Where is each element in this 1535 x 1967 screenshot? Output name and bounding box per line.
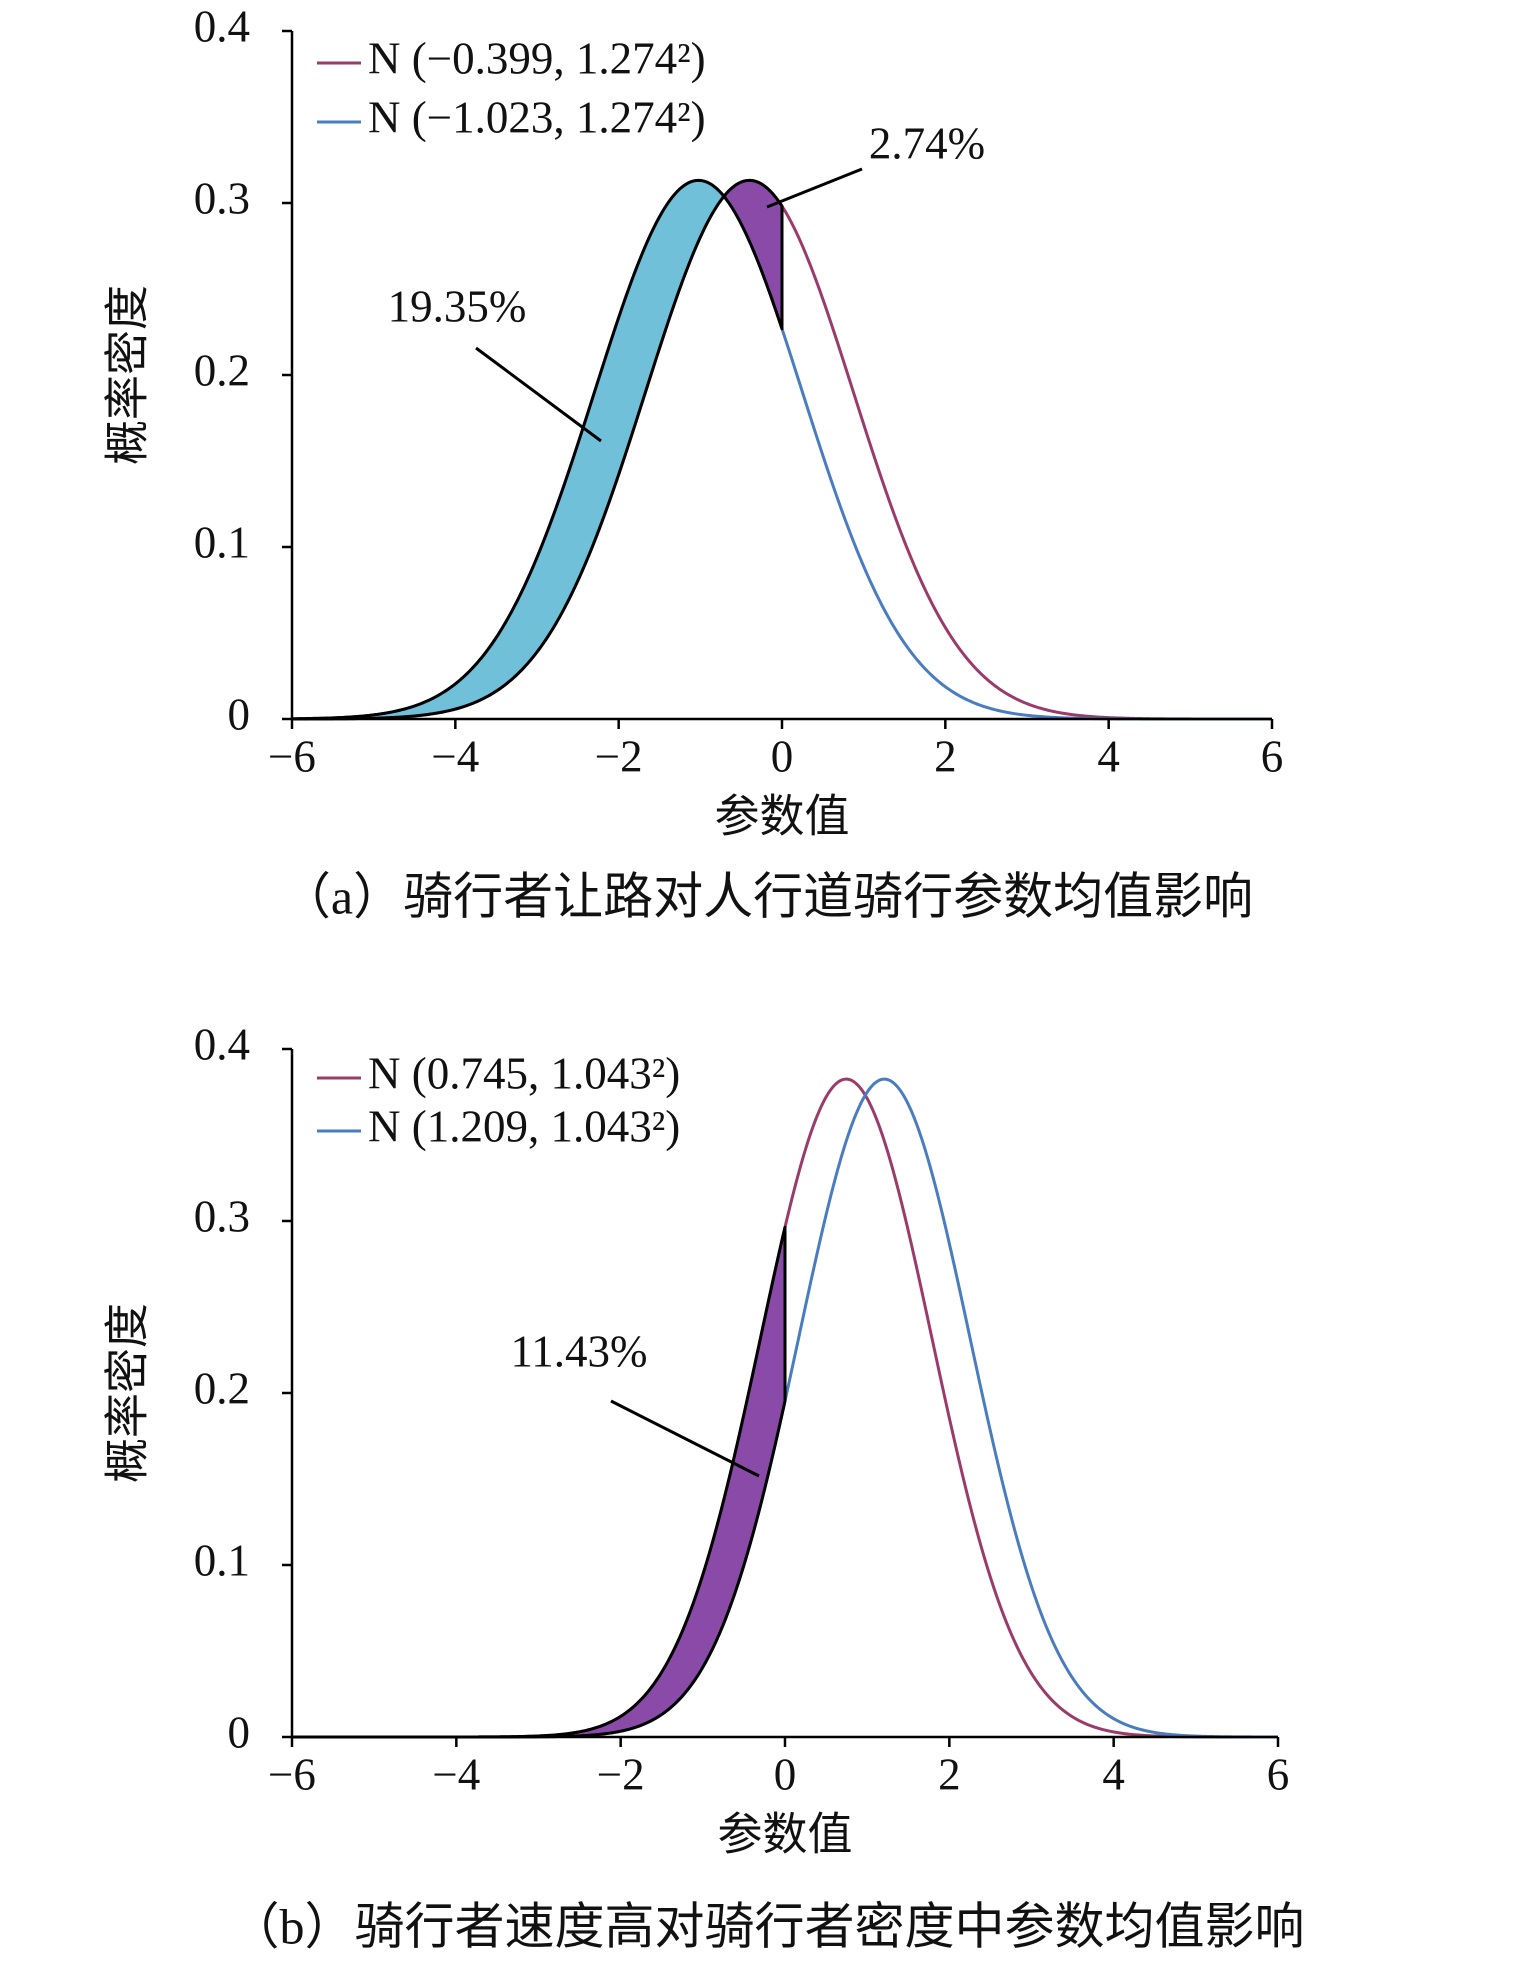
annotation-pointer [475,346,602,443]
legend-label: N (−1.023, 1.274²) [368,92,706,142]
y-tick-label: 0.1 [194,1535,250,1585]
annotation: 19.35% [388,281,527,331]
shaded-area [290,178,725,721]
y-tick-label: 0.2 [194,1363,250,1413]
x-tick-label: −2 [597,1749,645,1799]
density-curve [292,1077,1278,1739]
annotation-pointer [766,167,863,209]
y-tick-label: 0.4 [194,1019,250,1069]
panel: −6 −4 −2 0 2 4 6 0 0.1 0.2 0.3 0.4 参数值 概率密度 （b）骑行者速度高对… [102,1019,1304,1954]
y-tick-label: 0.3 [194,173,250,223]
x-tick-label: 6 [1261,731,1284,781]
y-tick-label: 0.2 [194,345,250,395]
x-tick-label: 0 [774,1749,797,1799]
x-tick-label: −6 [268,731,316,781]
x-tick-label: 4 [1102,1749,1125,1799]
caption: （b）骑行者速度高对骑行者密度中参数均值影响 [230,1898,1305,1954]
y-tick-label: 0 [228,1707,251,1757]
caption: （a）骑行者让路对人行道骑行参数均值影响 [281,868,1253,924]
x-axis-label: 参数值 [714,791,849,841]
x-tick-label: 0 [771,731,794,781]
legend-label: N (1.209, 1.043²) [368,1101,680,1151]
annotation: 2.74% [869,118,985,168]
y-axis-label: 概率密度 [102,1303,152,1483]
panel: −6 −4 −2 0 2 4 6 0 0.1 0.2 0.3 0.4 参数值 概率密度 （a）骑行者让路对人… [102,1,1283,924]
x-tick-label: −4 [432,1749,480,1799]
density-curve [292,1077,1278,1739]
x-tick-label: 2 [938,1749,961,1799]
x-tick-label: 4 [1097,731,1120,781]
annotation-pointer [610,1399,760,1478]
y-tick-label: 0 [228,689,251,739]
y-tick-label: 0.3 [194,1191,250,1241]
legend-label: N (−0.399, 1.274²) [368,33,706,83]
x-tick-label: −2 [595,731,643,781]
x-tick-label: 6 [1267,1749,1290,1799]
annotation: 11.43% [510,1326,647,1376]
legend-label: N (0.745, 1.043²) [368,1048,680,1098]
x-tick-label: 2 [934,731,957,781]
y-axis-label: 概率密度 [102,285,152,465]
y-tick-label: 0.1 [194,517,250,567]
shaded-area [723,178,784,331]
x-tick-label: −4 [431,731,479,781]
shaded-area [290,1225,787,1739]
x-tick-label: −6 [268,1749,316,1799]
x-axis-label: 参数值 [717,1809,852,1859]
y-tick-label: 0.4 [194,1,250,51]
